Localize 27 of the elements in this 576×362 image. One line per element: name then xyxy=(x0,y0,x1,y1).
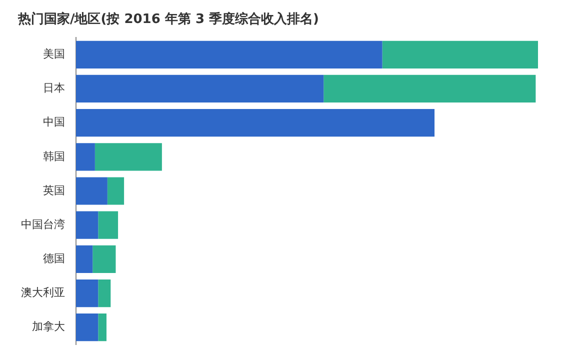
bar xyxy=(76,143,95,171)
y-tick-label: 中国 xyxy=(43,116,65,129)
bar xyxy=(76,314,98,342)
bar xyxy=(107,177,124,205)
bar xyxy=(382,40,538,68)
y-tick-label: 德国 xyxy=(43,252,65,266)
bar xyxy=(76,211,98,239)
bar xyxy=(94,143,162,171)
y-tick-label: 澳大利亚 xyxy=(21,286,65,300)
bar xyxy=(76,279,98,308)
y-tick-label: 美国 xyxy=(43,48,65,61)
bar xyxy=(76,177,108,205)
y-tick-label: 韩国 xyxy=(43,150,65,163)
bar xyxy=(98,279,111,308)
chart-title: 热门国家/地区(按 2016 年第 3 季度综合收入排名) xyxy=(17,11,319,28)
bar xyxy=(76,245,93,273)
bar xyxy=(76,109,435,137)
bar xyxy=(76,74,324,103)
bar xyxy=(98,211,118,239)
y-tick-label: 中国台湾 xyxy=(21,218,65,231)
bar xyxy=(324,74,536,103)
bar xyxy=(92,245,116,273)
bar xyxy=(76,40,382,68)
y-tick-label: 日本 xyxy=(43,82,65,95)
y-tick-label: 加拿大 xyxy=(32,320,65,334)
y-tick-label: 英国 xyxy=(43,184,65,197)
bar xyxy=(98,314,106,342)
